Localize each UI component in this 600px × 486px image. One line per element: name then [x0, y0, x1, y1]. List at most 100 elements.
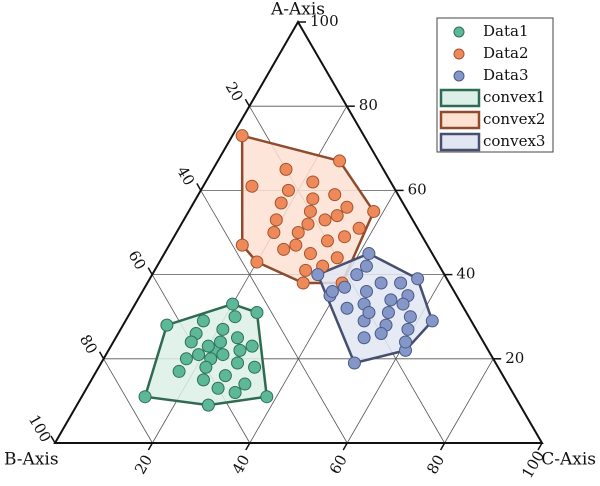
- legend-label: convex3: [483, 132, 545, 150]
- grid-line: [444, 358, 494, 444]
- data-point: [269, 213, 283, 227]
- data-point: [216, 322, 230, 336]
- data-point: [235, 238, 249, 252]
- data-point: [201, 339, 215, 353]
- tick-mark: [244, 98, 251, 107]
- data-point: [318, 213, 332, 227]
- data-point: [274, 196, 288, 210]
- data-point: [350, 268, 364, 282]
- legend-box: [436, 17, 554, 153]
- data-point: [279, 162, 293, 176]
- legend-label: convex2: [483, 110, 545, 128]
- data-point: [296, 276, 310, 290]
- tick-mark: [50, 435, 56, 444]
- data-point: [233, 343, 247, 357]
- c-tick-label: 40: [228, 452, 253, 478]
- data-point: [277, 242, 291, 256]
- data-point: [338, 230, 352, 244]
- data-point: [260, 390, 274, 404]
- tick-mark: [342, 442, 348, 451]
- data-point: [196, 314, 210, 328]
- c-tick-label: 20: [131, 452, 156, 478]
- data-point: [325, 284, 339, 298]
- data-point: [179, 352, 193, 366]
- a-axis-label: A-Axis: [270, 0, 325, 20]
- legend-marker: [453, 26, 465, 38]
- grid-line: [346, 274, 445, 444]
- data-point: [384, 293, 398, 307]
- data-point: [311, 268, 325, 282]
- legend-label: Data2: [483, 44, 528, 62]
- data-point: [192, 348, 206, 362]
- data-point: [250, 255, 264, 269]
- grid-line: [249, 190, 396, 444]
- b-tick-label: 100: [25, 412, 55, 446]
- data-point: [362, 247, 376, 261]
- data-point: [245, 339, 259, 353]
- tick-mark: [98, 351, 105, 360]
- data-point: [328, 188, 342, 202]
- data-point: [303, 204, 317, 218]
- data-point: [340, 200, 354, 214]
- data-point: [330, 251, 344, 265]
- data-point: [394, 276, 408, 290]
- data-point: [299, 263, 313, 277]
- data-point: [303, 247, 317, 261]
- data-point: [216, 348, 230, 362]
- data-point: [374, 276, 388, 290]
- a-tick-label: 20: [505, 349, 524, 367]
- data-point: [231, 331, 244, 345]
- tick-mark: [147, 442, 154, 451]
- a-tick-label: 100: [310, 12, 339, 30]
- data-point: [381, 305, 395, 319]
- data-point: [218, 369, 232, 383]
- data-point: [401, 322, 415, 336]
- tick-mark: [245, 442, 251, 451]
- data-point: [411, 272, 425, 286]
- data-point: [333, 154, 347, 168]
- b-axis-label: B-Axis: [4, 450, 59, 470]
- data-point: [359, 259, 373, 273]
- legend-swatch: [439, 132, 481, 152]
- legend-marker: [453, 48, 465, 60]
- data-point: [160, 318, 174, 332]
- b-tick-label: 60: [124, 247, 149, 273]
- b-tick-label: 40: [173, 163, 198, 189]
- data-point: [340, 301, 354, 315]
- data-point: [201, 398, 215, 412]
- grid-line: [103, 358, 153, 444]
- data-point: [235, 129, 249, 143]
- data-point: [196, 373, 210, 387]
- data-point: [357, 331, 371, 345]
- c-tick-label: 60: [326, 452, 351, 478]
- legend-swatch: [439, 110, 481, 130]
- b-tick-label: 20: [222, 79, 247, 105]
- a-tick-label: 40: [456, 265, 475, 283]
- data-point: [228, 385, 242, 399]
- data-point: [172, 364, 186, 378]
- data-point: [306, 175, 320, 189]
- data-point: [138, 390, 152, 404]
- tick-mark: [537, 442, 543, 451]
- data-point: [211, 381, 225, 395]
- data-point: [199, 360, 213, 374]
- data-point: [403, 310, 417, 324]
- convex-hull: [316, 252, 434, 365]
- tick-mark: [439, 442, 446, 451]
- data-point: [396, 297, 410, 311]
- legend-label: Data1: [483, 22, 528, 40]
- legend-label: convex1: [483, 88, 545, 106]
- data-point: [267, 226, 281, 239]
- c-tick-label: 80: [423, 452, 448, 478]
- data-point: [374, 327, 388, 341]
- triangle-frame: [53, 20, 544, 444]
- data-point: [213, 335, 227, 349]
- data-point: [425, 314, 439, 328]
- grid-line: [200, 190, 348, 444]
- data-point: [306, 192, 320, 206]
- data-point: [320, 234, 334, 248]
- data-point: [250, 305, 264, 319]
- data-point: [367, 204, 381, 218]
- data-point: [289, 238, 303, 252]
